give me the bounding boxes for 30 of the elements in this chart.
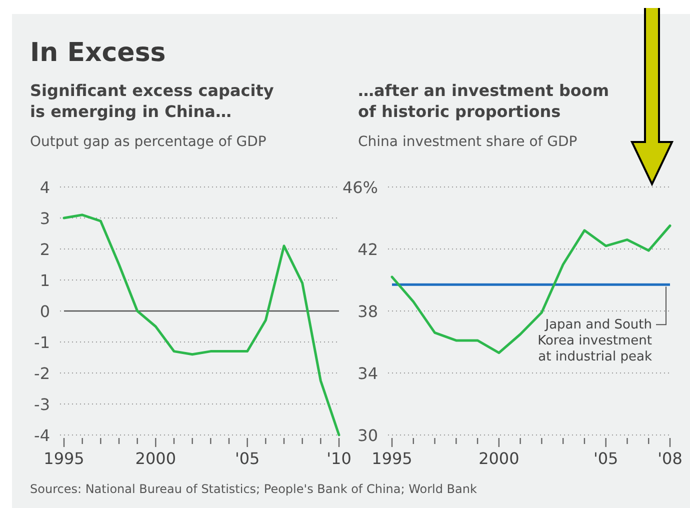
y-tick-label: 46%	[342, 178, 378, 197]
y-tick-label: -1	[34, 333, 50, 352]
y-tick-label: 38	[358, 302, 378, 321]
y-tick-label: 42	[358, 240, 378, 259]
x-tick-label: '05	[593, 449, 618, 468]
x-tick-label: '10	[326, 449, 352, 468]
x-tick-label: 2000	[135, 449, 176, 468]
x-tick-label: '08	[658, 449, 682, 468]
chart-title: In Excess	[30, 38, 166, 68]
ref-line-label: Japan and South Korea investment at industrial peak	[538, 318, 652, 365]
y-tick-label: 34	[358, 364, 378, 383]
x-tick-label: 1995	[44, 449, 84, 468]
y-tick-label: 2	[40, 240, 50, 259]
y-tick-label: 4	[40, 178, 50, 197]
y-axis-title: China investment share of GDP	[358, 134, 578, 150]
y-tick-label: 0	[40, 302, 50, 321]
x-tick-label: '05	[234, 449, 260, 468]
x-tick-label: 1995	[372, 449, 412, 468]
chart-subtitle: Significant excess capacity is emerging in China…	[30, 81, 274, 121]
y-tick-label: 3	[40, 209, 50, 228]
y-tick-label: 30	[358, 426, 378, 445]
y-tick-label: -2	[34, 364, 50, 383]
y-axis-title: Output gap as percentage of GDP	[30, 134, 266, 150]
y-tick-label: 1	[40, 271, 50, 290]
x-tick-label: 2000	[478, 449, 520, 468]
line-series	[62, 214, 340, 436]
y-tick-label: -4	[34, 426, 50, 445]
y-tick-label: -3	[34, 395, 50, 414]
chart-subtitle: …after an investment boom of historic proportions	[358, 81, 610, 121]
source-note: Sources: National Bureau of Statistics; People's Bank of China; World Bank	[30, 482, 477, 496]
